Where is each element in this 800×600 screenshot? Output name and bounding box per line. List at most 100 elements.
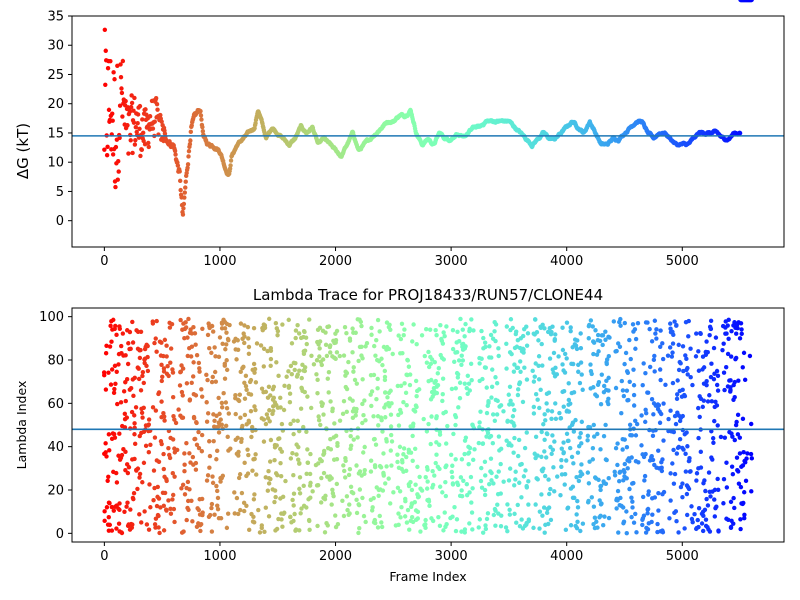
data-point (192, 331, 198, 336)
data-point (348, 484, 354, 490)
data-point (370, 505, 375, 510)
data-point (106, 370, 111, 375)
data-point (193, 467, 199, 472)
data-point (284, 374, 289, 379)
data-point (418, 529, 423, 534)
data-point (624, 476, 629, 481)
data-point (142, 509, 147, 514)
data-point (319, 500, 324, 505)
data-point (207, 453, 213, 459)
data-point (215, 506, 221, 512)
data-point (138, 153, 143, 159)
data-point (110, 118, 115, 123)
data-point (515, 365, 521, 371)
data-point (718, 434, 724, 440)
data-point (738, 321, 744, 326)
y-tick-label: 20 (47, 97, 64, 112)
data-point (171, 492, 176, 498)
data-point (674, 323, 679, 328)
data-point (540, 513, 545, 518)
data-point (383, 481, 388, 486)
data-point (139, 410, 145, 415)
data-point (342, 468, 347, 474)
data-point (704, 496, 709, 502)
data-point (204, 400, 209, 405)
data-point (404, 520, 410, 525)
data-point (406, 364, 412, 369)
data-point (148, 505, 153, 510)
data-point (626, 397, 631, 403)
data-point (680, 481, 685, 486)
data-point (116, 362, 121, 367)
data-point (275, 328, 281, 334)
data-point (141, 380, 146, 386)
data-point (478, 409, 483, 414)
data-point (106, 432, 112, 437)
data-point (578, 528, 583, 534)
data-point (307, 483, 313, 488)
data-point (120, 114, 125, 119)
data-point (579, 441, 584, 446)
data-point (146, 422, 152, 427)
data-point (690, 382, 695, 388)
data-point (253, 380, 259, 385)
data-point (728, 524, 734, 530)
data-point (453, 457, 458, 462)
data-point (304, 505, 309, 510)
data-point (151, 468, 157, 473)
data-point (520, 333, 526, 339)
data-point (513, 477, 518, 482)
data-point (684, 356, 689, 362)
data-point (510, 325, 515, 331)
data-point (542, 412, 547, 417)
data-point (159, 340, 164, 345)
data-point (477, 517, 483, 522)
data-point (280, 494, 286, 500)
data-point (566, 438, 571, 444)
data-point (660, 457, 665, 462)
data-point (493, 508, 498, 513)
data-point (644, 411, 649, 416)
data-point (354, 406, 359, 412)
data-point (354, 381, 360, 386)
data-point (736, 469, 741, 474)
data-point (593, 328, 598, 333)
data-point (631, 392, 637, 398)
data-point (301, 368, 306, 373)
data-point (362, 471, 367, 477)
data-point (467, 445, 473, 451)
data-point (469, 510, 475, 515)
data-point (184, 517, 189, 523)
data-point (462, 451, 467, 457)
data-point (232, 490, 237, 495)
data-point (216, 354, 222, 360)
data-point (729, 328, 734, 334)
data-point (109, 528, 115, 533)
data-point (501, 409, 506, 414)
data-point (621, 519, 627, 524)
data-point (675, 378, 680, 383)
data-point (236, 453, 241, 458)
top-x-ticks: 0 1000 2000 3000 4000 5000 (100, 247, 699, 269)
data-point (501, 479, 506, 484)
data-point (345, 507, 350, 513)
data-point (680, 413, 685, 419)
data-point (410, 433, 415, 439)
data-point (585, 433, 591, 439)
data-point (459, 529, 464, 534)
data-point (362, 444, 367, 450)
data-point (305, 394, 310, 399)
data-point (441, 528, 446, 533)
data-point (668, 498, 673, 503)
data-point (391, 490, 396, 495)
data-point (161, 528, 167, 533)
data-point (275, 472, 280, 478)
data-point (191, 414, 197, 420)
data-point (198, 522, 204, 527)
data-point (390, 351, 395, 357)
data-point (732, 394, 737, 400)
data-point (462, 334, 467, 339)
data-point (627, 422, 633, 427)
data-point (130, 340, 136, 345)
